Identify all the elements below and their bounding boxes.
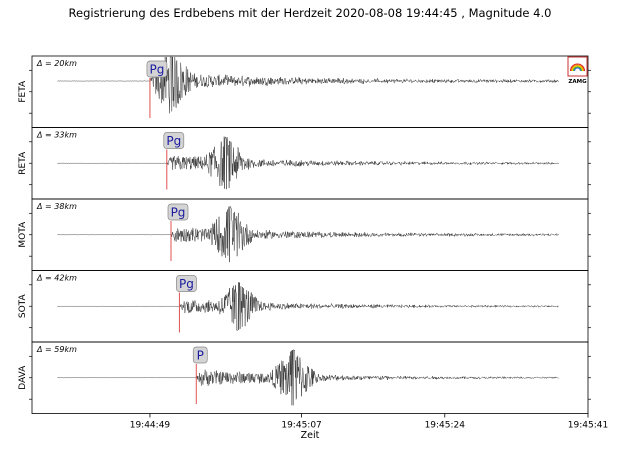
phase-label-box bbox=[192, 346, 208, 364]
x-axis-label: Zeit bbox=[301, 430, 320, 441]
x-tick-label: 19:45:41 bbox=[568, 421, 608, 431]
logo-rainbow-arc bbox=[569, 63, 586, 72]
phase-label: Pg bbox=[179, 277, 194, 291]
distance-label: Δ = 38km bbox=[36, 202, 77, 211]
logo-rainbow-arc bbox=[572, 66, 583, 72]
waveform-trace bbox=[57, 282, 559, 331]
phase-label: Pg bbox=[150, 63, 165, 77]
waveform-trace bbox=[57, 205, 559, 263]
phase-label: Pg bbox=[166, 134, 181, 148]
x-tick-label: 19:44:49 bbox=[130, 421, 171, 431]
x-tick-label: 19:45:24 bbox=[425, 421, 466, 431]
station-label: SOTA bbox=[18, 294, 28, 319]
panel-dava: DAVA Δ = 59km P bbox=[18, 341, 591, 414]
station-label: DAVA bbox=[18, 365, 28, 390]
logo-rainbow-arc bbox=[570, 64, 585, 72]
logo-text: ZAMG bbox=[568, 79, 587, 85]
panel-mota: MOTA Δ = 38km Pg bbox=[18, 198, 591, 271]
station-label: FETA bbox=[18, 80, 28, 103]
distance-label: Δ = 20km bbox=[36, 59, 77, 68]
station-label: MOTA bbox=[18, 221, 28, 248]
zamg-logo: ZAMG bbox=[567, 56, 588, 85]
phase-label-box bbox=[163, 132, 185, 149]
waveform-trace bbox=[57, 136, 559, 190]
distance-label: Δ = 42km bbox=[36, 274, 77, 283]
distance-label: Δ = 59km bbox=[36, 345, 77, 354]
logo-rainbow-arc bbox=[571, 65, 584, 72]
x-tick-label: 19:45:07 bbox=[281, 421, 321, 431]
panel-sota: SOTA Δ = 42km Pg bbox=[18, 270, 591, 343]
phase-label-box bbox=[146, 60, 168, 78]
logo-rainbow-arc bbox=[573, 67, 582, 72]
waveform-trace bbox=[57, 56, 559, 114]
distance-label: Δ = 33km bbox=[36, 131, 77, 140]
logo-frame bbox=[567, 56, 588, 77]
panel-reta: RETA Δ = 33km Pg bbox=[18, 127, 591, 200]
waveform-trace bbox=[57, 349, 559, 406]
phase-label-box bbox=[176, 275, 197, 292]
phase-label: Pg bbox=[171, 206, 186, 220]
phase-label: P bbox=[197, 349, 204, 363]
chart-title: Registrierung des Erdbebens mit der Herd… bbox=[69, 6, 552, 20]
panel-feta: FETA Δ = 20km Pg bbox=[18, 55, 591, 128]
panel-frame bbox=[31, 55, 589, 128]
phase-label-box bbox=[167, 203, 189, 221]
station-label: RETA bbox=[18, 151, 28, 175]
